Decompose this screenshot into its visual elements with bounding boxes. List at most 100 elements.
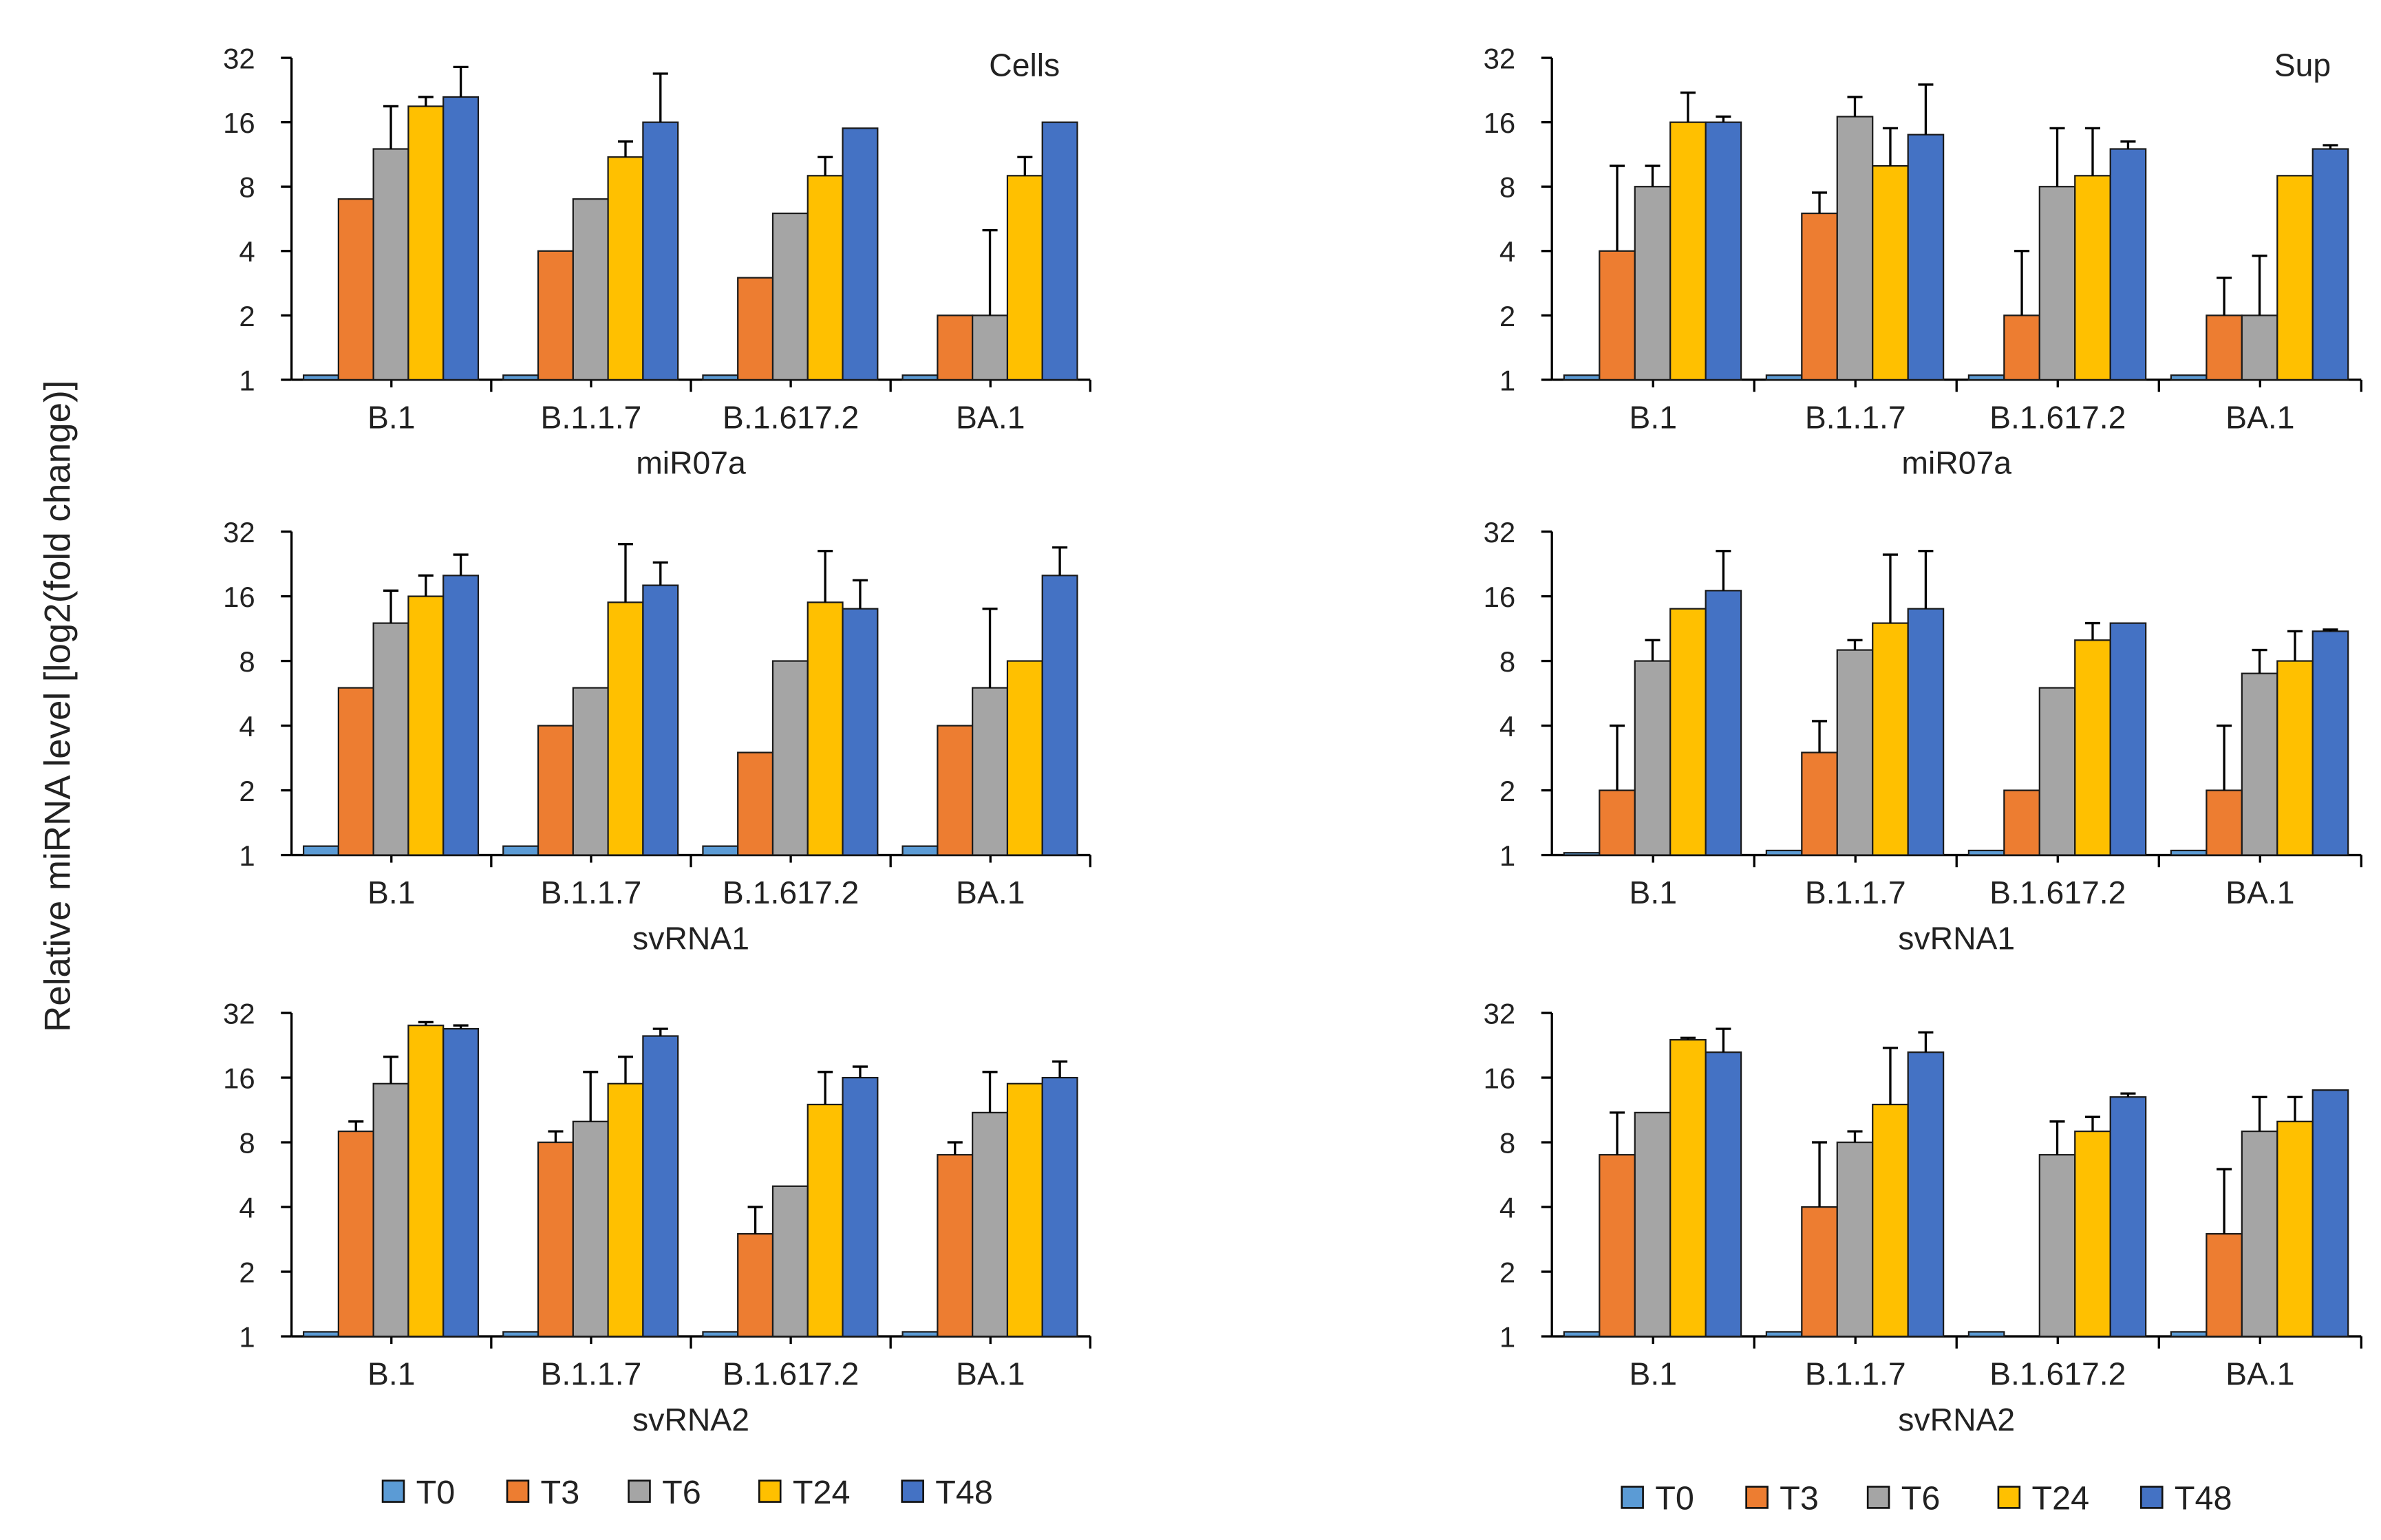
bar-T6-BA.1 <box>2241 314 2278 381</box>
bar-T24-BA.1 <box>1006 1082 1043 1338</box>
bar-T3-B.1 <box>1599 1154 1636 1338</box>
y-tick-label: 1 <box>239 1321 255 1354</box>
legend-swatch-T0 <box>381 1479 405 1503</box>
bar-T48-B.1 <box>442 575 480 856</box>
bar-T48-BA.1 <box>2311 148 2349 381</box>
bar-T24-B.1.617.2 <box>2074 1130 2111 1338</box>
y-tick-label: 2 <box>1499 300 1515 332</box>
category-label: B.1.617.2 <box>1989 1356 2126 1392</box>
bar-T24-B.1.617.2 <box>807 1103 844 1338</box>
bar-T3-BA.1 <box>937 1154 974 1338</box>
legend-label-T6: T6 <box>662 1474 701 1511</box>
y-tick-label: 16 <box>1484 581 1516 613</box>
y-tick-label: 4 <box>239 710 255 742</box>
bar-T48-B.1.617.2 <box>842 608 879 856</box>
panel-xlabel: svRNA1 <box>1898 920 2015 956</box>
y-tick-label: 8 <box>1499 645 1515 678</box>
bar-T6-B.1.1.7 <box>572 1120 609 1338</box>
y-tick-label: 1 <box>239 839 255 872</box>
bar-T48-BA.1 <box>1041 575 1078 856</box>
legend-label-T48: T48 <box>935 1474 993 1511</box>
y-tick-label: 16 <box>223 1062 255 1095</box>
y-tick-label: 1 <box>1499 364 1515 396</box>
bar-T3-BA.1 <box>2206 1232 2243 1338</box>
bar-T24-B.1.1.7 <box>1872 164 1909 381</box>
bar-T48-BA.1 <box>1041 1076 1078 1338</box>
category-label: B.1 <box>1629 875 1677 910</box>
category-label: BA.1 <box>2225 1356 2294 1392</box>
panel--svRNA1: 1 2 4 8 16 32 B.1 B.1.1.7 B.1.617.2 BA.1 svRNA1 <box>1484 516 2362 956</box>
bar-T3-B.1 <box>1599 250 1636 381</box>
bar-T24-BA.1 <box>1006 660 1043 856</box>
bar-T6-B.1.1.7 <box>1836 116 1874 381</box>
bar-T0-BA.1 <box>901 845 939 856</box>
category-label: B.1 <box>367 1356 416 1392</box>
y-tick-label: 4 <box>1499 1192 1515 1224</box>
bar-T48-B.1.1.7 <box>642 1035 679 1338</box>
panel--svRNA1: 1 2 4 8 16 32 B.1 B.1.1.7 B.1.617.2 BA.1 svRNA1 <box>223 516 1092 956</box>
bar-T6-B.1.617.2 <box>771 1185 809 1338</box>
bar-T3-B.1.617.2 <box>737 277 774 381</box>
bar-T3-B.1.1.7 <box>1801 751 1838 856</box>
bar-T24-B.1 <box>1669 608 1707 856</box>
panel-xlabel: svRNA2 <box>1898 1402 2015 1437</box>
bar-T6-B.1 <box>372 622 409 856</box>
legend-swatch-T6 <box>628 1479 651 1503</box>
category-label: B.1.617.2 <box>723 875 859 910</box>
bar-T0-BA.1 <box>901 1331 939 1338</box>
category-label: B.1.617.2 <box>723 1356 859 1392</box>
bar-T24-B.1 <box>407 1025 445 1338</box>
bar-T48-B.1 <box>442 96 480 381</box>
panel-xlabel: svRNA2 <box>632 1402 749 1437</box>
bar-T3-B.1.617.2 <box>2003 314 2040 381</box>
bar-T48-BA.1 <box>1041 121 1078 381</box>
y-tick-label: 4 <box>1499 235 1515 268</box>
bar-T24-B.1.1.7 <box>1872 622 1909 856</box>
bar-T0-B.1.1.7 <box>1765 849 1803 856</box>
bar-T0-B.1.617.2 <box>1967 849 2005 856</box>
legend-swatch-T3 <box>1745 1486 1769 1509</box>
bar-T3-B.1 <box>337 687 374 856</box>
bar-T6-BA.1 <box>2241 1130 2278 1338</box>
bar-T3-B.1.617.2 <box>737 1232 774 1338</box>
bar-T24-B.1.617.2 <box>807 175 844 381</box>
bar-T0-B.1.1.7 <box>1765 374 1803 381</box>
bar-T3-BA.1 <box>937 314 974 381</box>
category-label: B.1.1.7 <box>541 875 642 910</box>
bar-T3-B.1.1.7 <box>537 1141 574 1338</box>
bar-T6-BA.1 <box>972 1111 1009 1338</box>
panel-title: Cells <box>989 47 1060 83</box>
legend-swatch-T3 <box>506 1479 530 1503</box>
bar-T0-B.1.617.2 <box>702 1331 739 1338</box>
panel-xlabel: miR07a <box>1901 445 2011 481</box>
category-label: B.1.617.2 <box>723 400 859 436</box>
category-label: B.1.1.7 <box>1805 400 1906 436</box>
bar-T6-BA.1 <box>2241 672 2278 856</box>
bar-T3-B.1 <box>337 198 374 381</box>
legend-label-T3: T3 <box>1780 1480 1819 1517</box>
legend: T0 T3 T6 T24 T48 <box>1621 1480 2232 1517</box>
y-tick-label: 16 <box>223 581 255 613</box>
y-tick-label: 1 <box>239 364 255 396</box>
y-tick-label: 16 <box>223 107 255 139</box>
category-label: BA.1 <box>956 400 1025 436</box>
bar-T48-BA.1 <box>2311 630 2349 856</box>
legend-label-T6: T6 <box>1901 1480 1941 1517</box>
legend-swatch-T24 <box>758 1479 782 1503</box>
bar-T3-B.1.617.2 <box>737 751 774 856</box>
bar-T6-B.1 <box>1634 186 1672 381</box>
panel--svRNA2: 1 2 4 8 16 32 B.1 B.1.1.7 B.1.617.2 BA.1 svRNA2 <box>223 998 1092 1437</box>
panel-Sup-miR07a: 1 2 4 8 16 32 B.1 B.1.1.7 B.1.617.2 BA.1 miR07a Sup <box>1484 43 2362 481</box>
category-label: B.1.617.2 <box>1989 875 2126 910</box>
y-tick-label: 4 <box>239 235 255 268</box>
y-tick-label: 32 <box>1484 516 1516 548</box>
panel-xlabel: miR07a <box>636 445 746 481</box>
y-tick-label: 16 <box>1484 107 1516 139</box>
bar-T48-B.1 <box>1705 121 1742 381</box>
bar-T24-B.1 <box>1669 121 1707 381</box>
panel-Cells-miR07a: 1 2 4 8 16 32 B.1 B.1.1.7 B.1.617.2 BA.1 miR07a Cel… <box>223 43 1092 481</box>
bar-T6-B.1.617.2 <box>2038 1154 2076 1338</box>
bar-T6-B.1.617.2 <box>771 660 809 856</box>
category-label: BA.1 <box>2225 875 2294 910</box>
